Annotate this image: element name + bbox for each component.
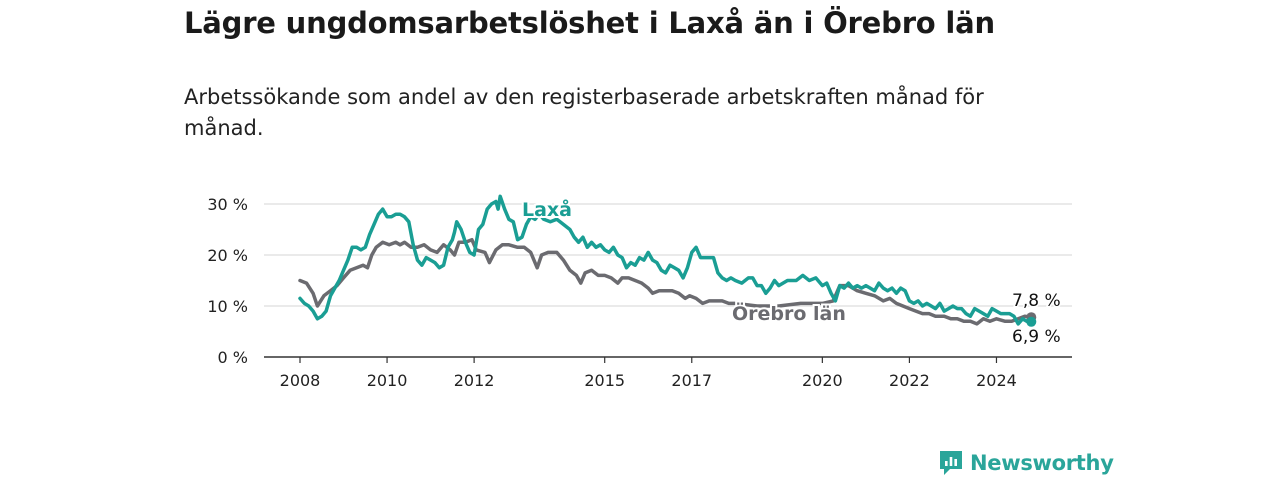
x-tick-label: 2012 [454,371,495,390]
series-end-value-label: 7,8 % [1012,291,1061,311]
x-tick-label: 2017 [671,371,712,390]
series-line-1 [298,194,1034,326]
x-tick-label: 2010 [367,371,408,390]
series-end-dot-1 [1026,316,1037,327]
chart-bubble-icon [940,451,962,475]
series-labels: Örebro län Laxå 7,8 % 6,9 % [520,195,1062,349]
series-line-0 [298,237,1034,326]
y-tick-label: 30 % [207,195,248,214]
series-lines [298,194,1037,327]
series-name-label: Laxå [522,197,572,221]
brand-name: Newsworthy [970,451,1114,475]
x-tick-label: 2024 [976,371,1017,390]
chart-title: Lägre ungdomsarbetslöshet i Laxå än i Ör… [184,6,995,40]
x-tick-label: 2008 [280,371,321,390]
x-axis: 2008 2010 2012 2015 2017 2020 2022 2024 [280,357,1017,390]
grid-lines [264,203,1072,358]
y-tick-label: 20 % [207,246,248,265]
x-tick-label: 2015 [584,371,625,390]
y-tick-label: 0 % [218,348,248,367]
y-axis: 0 % 10 % 20 % 30 % [207,195,248,367]
y-tick-label: 10 % [207,297,248,316]
chart-subtitle: Arbetssökande som andel av den registerb… [184,85,984,140]
x-tick-label: 2020 [802,371,843,390]
series-end-value-label: 6,9 % [1012,327,1061,347]
x-tick-label: 2022 [889,371,930,390]
brand-logo: Newsworthy [938,448,1114,478]
series-name-label: Örebro län [732,301,846,325]
